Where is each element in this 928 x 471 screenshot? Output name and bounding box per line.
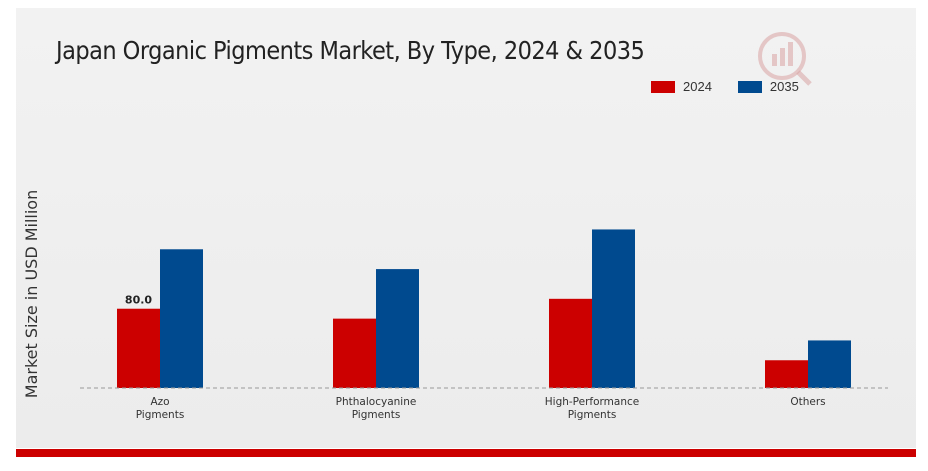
bar-2035-phthalocyanine-pigments <box>376 269 419 388</box>
legend: 2024 2035 <box>651 79 825 94</box>
legend-item-2035: 2035 <box>737 79 799 94</box>
legend-label-2024: 2024 <box>683 79 712 94</box>
x-tick-label-phthalocyanine-pigments: Phthalocyanine Pigments <box>336 396 417 421</box>
bar-2035-high-performance-pigments <box>592 229 635 388</box>
x-tick-label-azo-pigments: Azo Pigments <box>136 396 185 421</box>
chart-title: Japan Organic Pigments Market, By Type, … <box>56 36 645 65</box>
bar-2035-others <box>808 340 851 388</box>
x-tick-label-high-performance-pigments: High-Performance Pigments <box>545 396 639 421</box>
bar-2024-others <box>765 360 808 388</box>
bottom-accent-bar <box>16 449 916 457</box>
y-axis-label: Market Size in USD Million <box>22 190 41 398</box>
logo-watermark-icon <box>758 32 812 86</box>
bar-2035-azo-pigments <box>160 249 203 388</box>
bar-2024-high-performance-pigments <box>549 298 592 388</box>
bar-2024-azo-pigments <box>117 308 160 388</box>
legend-swatch-2035 <box>737 80 762 93</box>
legend-swatch-2024 <box>651 80 675 93</box>
legend-label-2035: 2035 <box>769 79 799 94</box>
bar-2024-phthalocyanine-pigments <box>333 318 376 388</box>
legend-item-2024: 2024 <box>651 79 712 94</box>
x-tick-label-others: Others <box>790 396 825 408</box>
data-label-2024-azo-pigments: 80.0 <box>125 294 152 307</box>
